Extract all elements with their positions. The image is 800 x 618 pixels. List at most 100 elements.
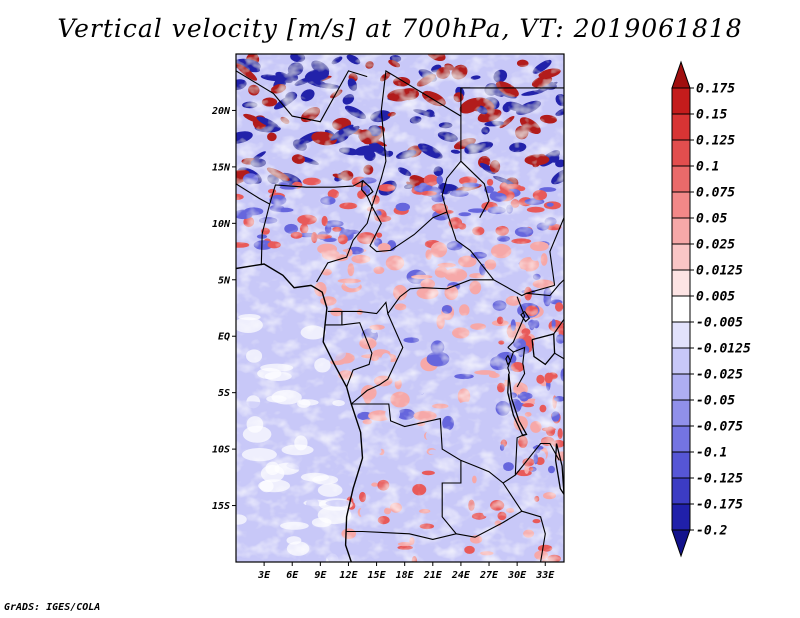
field-cell: [491, 192, 507, 202]
field-cell: [413, 109, 436, 117]
field-cell: [438, 122, 453, 129]
field-cell: [311, 517, 332, 528]
field-cell: [250, 158, 266, 168]
field-cell: [493, 69, 508, 83]
field-cell: [393, 76, 411, 87]
colorbar-segment: [671, 165, 691, 193]
field-cell: [551, 318, 556, 329]
field-cell: [424, 402, 435, 411]
field-cell: [462, 182, 480, 188]
field-cell: [311, 60, 330, 75]
colorbar-label: 0.125: [696, 134, 735, 149]
field-cell: [325, 499, 352, 507]
colorbar-segment: [671, 87, 691, 115]
field-cell: [403, 337, 420, 343]
field-cell: [495, 401, 511, 416]
field-cell: [383, 335, 403, 349]
field-cell: [373, 266, 385, 275]
lat-tick-label: 15S: [212, 501, 230, 512]
country-border: [316, 206, 373, 283]
field-cell: [425, 249, 432, 260]
field-cell: [484, 120, 504, 127]
field-cell: [385, 407, 400, 421]
field-cell: [389, 521, 394, 528]
field-cell: [524, 154, 550, 166]
field-cell: [375, 448, 382, 454]
field-cell: [436, 175, 444, 185]
field-cell: [484, 259, 497, 270]
field-cell: [472, 226, 485, 236]
country-border: [346, 403, 462, 540]
colorbar-label: -0.0125: [696, 342, 751, 357]
field-cell: [457, 464, 470, 470]
field-cell: [459, 304, 470, 317]
field-cell: [362, 419, 373, 425]
country-border: [366, 195, 555, 297]
field-cell: [417, 143, 443, 159]
field-cell: [314, 282, 327, 297]
field-cell: [311, 131, 337, 146]
field-cell: [359, 491, 367, 503]
map-frame: [235, 53, 565, 563]
field-cell: [284, 223, 299, 234]
field-cell: [242, 425, 272, 443]
field-cell: [519, 257, 540, 272]
lake-albert: [520, 310, 531, 323]
colorbar-label: -0.05: [696, 394, 735, 409]
lat-tick-label: 5S: [218, 388, 230, 399]
field-cell: [536, 374, 545, 384]
colorbar-segment: [671, 191, 691, 219]
field-cell: [369, 324, 385, 330]
field-cell: [267, 132, 277, 142]
field-cell: [357, 190, 367, 200]
field-cell: [442, 415, 454, 431]
field-cell: [396, 149, 417, 160]
field-cell: [416, 74, 436, 87]
field-cell: [555, 159, 564, 168]
chart-title: Vertical velocity [m/s] at 700hPa, VT: 2…: [57, 14, 743, 43]
field-cell: [337, 234, 348, 245]
colorbar-segment: [671, 451, 691, 479]
field-cell: [256, 116, 279, 129]
field-cell: [434, 266, 448, 278]
field-cell: [498, 340, 505, 345]
field-cell: [557, 428, 563, 439]
field-cell: [446, 241, 463, 251]
country-border: [236, 179, 364, 205]
field-cell: [545, 426, 556, 437]
field-cell: [241, 447, 277, 462]
field-cell: [474, 370, 496, 375]
field-cell: [518, 351, 524, 357]
field-cell: [377, 242, 391, 253]
country-boundaries: [236, 69, 564, 562]
country-border: [507, 296, 526, 348]
field-cell: [457, 388, 471, 405]
field-cell: [373, 210, 382, 217]
field-cell: [245, 349, 263, 363]
field-cell: [420, 278, 436, 289]
field-cell: [533, 535, 545, 545]
field-cell: [437, 262, 456, 268]
country-border: [371, 69, 462, 213]
field-cell: [368, 125, 382, 137]
field-cell: [273, 93, 298, 110]
lat-tick-label: 5N: [218, 275, 231, 286]
field-cell: [320, 445, 338, 458]
colorbar-cap-bottom: [671, 529, 691, 558]
field-cell: [513, 338, 526, 349]
field-cell: [270, 83, 287, 94]
field-cell: [411, 556, 418, 562]
field-cell: [521, 328, 531, 336]
field-cell: [511, 238, 532, 244]
field-cell: [300, 89, 315, 102]
field-cell: [534, 495, 540, 502]
field-cell: [368, 410, 391, 422]
field-cell: [291, 154, 305, 164]
field-cell: [439, 428, 451, 435]
colorbar-segment: [671, 321, 691, 349]
field-cell: [522, 457, 535, 467]
field-cell: [531, 75, 553, 88]
field-cell: [384, 150, 394, 158]
lon-tick-label: 30E: [507, 570, 527, 581]
